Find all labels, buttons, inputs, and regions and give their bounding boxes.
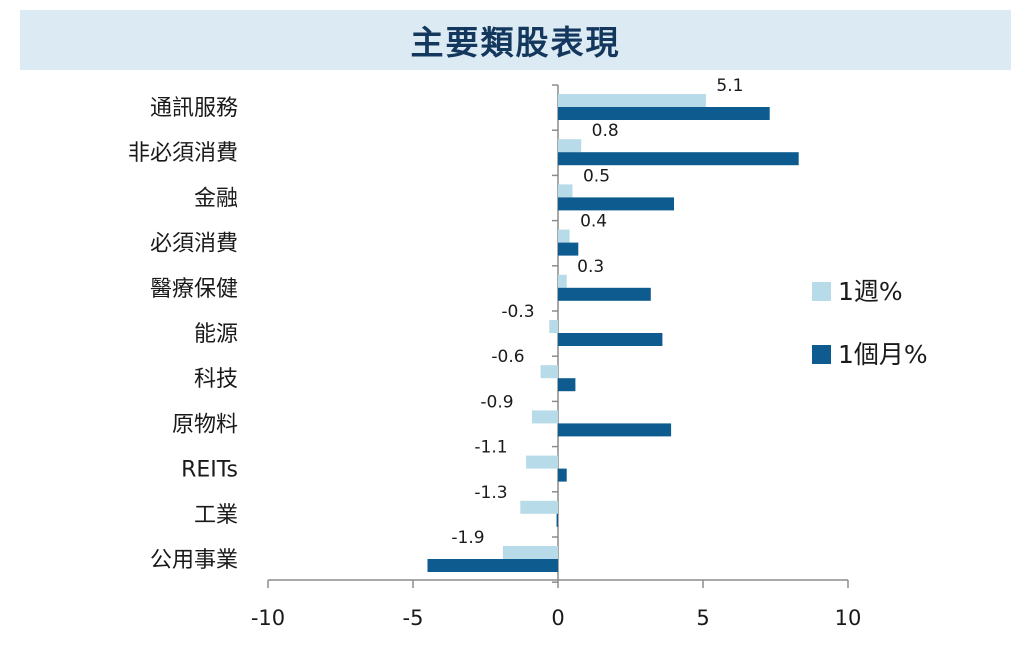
legend-label-1month: 1個月% <box>838 340 928 369</box>
category-label: 金融 <box>194 186 238 211</box>
bar-1week <box>558 229 570 243</box>
bar-1week <box>526 455 558 469</box>
x-tick-label: 0 <box>551 606 564 630</box>
bar-1week <box>558 94 706 107</box>
data-label-1week: -0.9 <box>480 392 513 412</box>
bar-1week <box>558 184 573 198</box>
data-label-1week: 0.8 <box>592 121 619 141</box>
category-label: 通訊服務 <box>150 96 238 121</box>
data-label-1week: -0.6 <box>491 347 524 367</box>
category-label: REITs <box>181 458 238 483</box>
data-label-1week: -1.1 <box>474 438 507 458</box>
bar-1month <box>558 423 672 437</box>
x-tick-label: 5 <box>696 606 709 630</box>
data-label-1week: -1.9 <box>451 528 484 548</box>
x-tick-label: -10 <box>251 606 285 630</box>
bar-1week <box>558 274 567 288</box>
bar-1week <box>502 546 558 559</box>
data-label-1week: 0.5 <box>583 166 610 186</box>
bar-1month <box>558 287 651 301</box>
x-tick-label: 10 <box>835 606 862 630</box>
category-label: 原物料 <box>172 412 238 437</box>
bar-1month <box>427 559 558 572</box>
data-label-1week: 0.4 <box>580 212 607 232</box>
legend-swatch-1week <box>812 282 831 301</box>
chart-title-bar: 主要類股表現 <box>20 10 1011 70</box>
x-tick-label: -5 <box>403 606 424 630</box>
category-label: 非必須消費 <box>128 141 238 166</box>
bar-1week <box>540 365 558 379</box>
bar-1week <box>531 410 558 424</box>
bar-1week <box>520 500 558 514</box>
data-label-1week: 0.3 <box>577 257 604 277</box>
category-label: 能源 <box>194 322 238 347</box>
data-label-1week: -0.3 <box>501 302 534 322</box>
category-label: 醫療保健 <box>150 277 238 302</box>
bar-1month <box>558 468 567 482</box>
bar-1week <box>558 139 582 153</box>
bar-1month <box>558 107 770 120</box>
legend-swatch-1month <box>812 345 831 364</box>
category-label: 科技 <box>194 367 238 392</box>
legend-label-1week: 1週% <box>838 277 903 306</box>
bar-1month <box>558 197 674 211</box>
data-label-1week: 5.1 <box>716 76 743 96</box>
data-label-1week: -1.3 <box>474 483 507 503</box>
category-label: 必須消費 <box>150 232 238 257</box>
bar-1month <box>558 242 579 256</box>
bar-1month <box>558 152 799 166</box>
bar-1month <box>556 513 558 527</box>
chart-title: 主要類股表現 <box>410 23 621 62</box>
category-label: 公用事業 <box>150 548 238 573</box>
category-label: 工業 <box>194 503 238 528</box>
bar-1week <box>549 320 558 333</box>
bar-1month <box>558 378 576 392</box>
bar-1month <box>558 333 663 346</box>
